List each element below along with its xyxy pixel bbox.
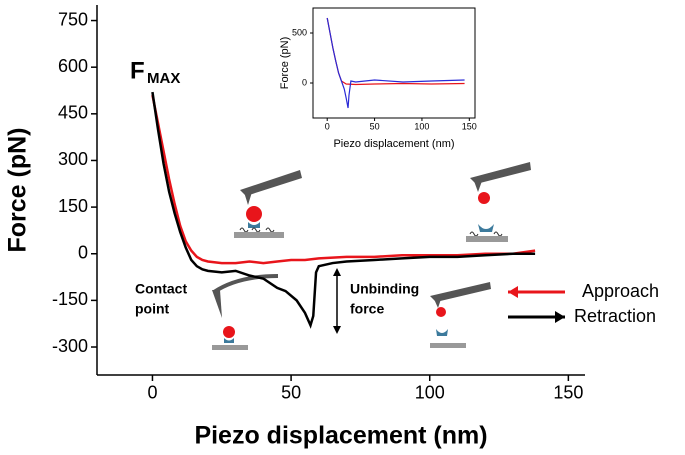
legend-label: Retraction xyxy=(574,306,656,326)
x-tick-label: 50 xyxy=(370,122,380,132)
y-tick-label: -150 xyxy=(52,289,88,309)
legend-arrowhead xyxy=(508,286,518,298)
legend-label: Approach xyxy=(582,281,659,301)
fmax-label: F xyxy=(130,57,145,84)
legend-arrowhead xyxy=(555,311,565,323)
x-axis-label: Piezo displacement (nm) xyxy=(333,138,454,150)
y-tick-label: 0 xyxy=(78,242,88,262)
x-tick-label: 0 xyxy=(147,382,157,402)
data-line xyxy=(151,91,536,329)
data-line xyxy=(151,94,536,265)
cartoon-bound xyxy=(234,170,302,238)
unbinding-label: Unbinding xyxy=(350,281,419,297)
contact-label: point xyxy=(135,301,170,317)
x-tick-label: 100 xyxy=(415,382,445,402)
fmax-subscript: MAX xyxy=(147,70,180,87)
y-tick-label: 300 xyxy=(58,149,88,169)
y-tick-label: 0 xyxy=(302,77,307,87)
y-tick-label: 450 xyxy=(58,103,88,123)
y-axis-label: Force (pN) xyxy=(279,37,291,90)
y-tick-label: 750 xyxy=(58,9,88,29)
x-tick-label: 50 xyxy=(281,382,301,402)
x-tick-label: 150 xyxy=(462,122,477,132)
inset-frame xyxy=(312,7,476,119)
data-line xyxy=(326,17,465,109)
cartoon-free xyxy=(466,162,531,242)
contact-label: Contact xyxy=(135,281,187,297)
x-tick-label: 150 xyxy=(553,382,583,402)
unbinding-arrow xyxy=(333,268,341,334)
x-axis-label: Piezo displacement (nm) xyxy=(194,422,487,450)
y-tick-label: 500 xyxy=(292,27,307,37)
y-axis-label: Force (pN) xyxy=(4,128,32,253)
y-tick-label: 150 xyxy=(58,196,88,216)
cartoon-contact xyxy=(212,274,279,350)
y-tick-label: 600 xyxy=(58,56,88,76)
x-tick-label: 100 xyxy=(414,122,429,132)
y-tick-label: -300 xyxy=(52,336,88,356)
cartoon-unbound xyxy=(430,282,491,348)
unbinding-label: force xyxy=(350,301,384,317)
x-tick-label: 0 xyxy=(325,122,330,132)
